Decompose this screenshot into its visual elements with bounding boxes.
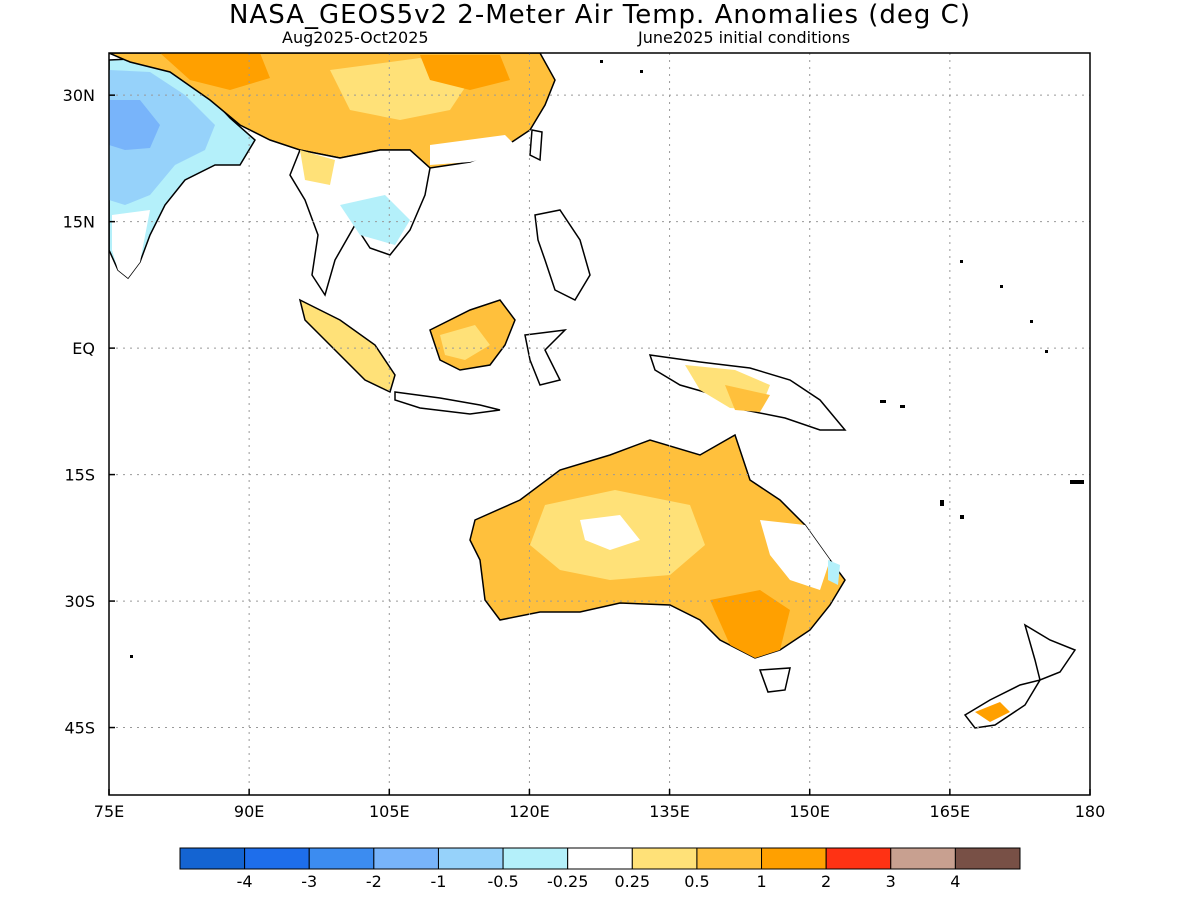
china-hot-spots bbox=[160, 53, 510, 90]
sumatra bbox=[298, 298, 396, 394]
colorbar-swatch bbox=[373, 847, 439, 870]
australia-cool-coast bbox=[828, 560, 840, 585]
colorbar-swatch bbox=[825, 847, 892, 870]
y-tick-label: EQ bbox=[72, 339, 95, 358]
new-zealand-north bbox=[1023, 623, 1077, 682]
colorbar-label: -4 bbox=[237, 872, 253, 891]
colorbar-label: 2 bbox=[821, 872, 831, 891]
y-axis: 30N 15N EQ 15S 30S 45S bbox=[63, 86, 115, 738]
x-tick-label: 180 bbox=[1075, 802, 1106, 821]
india-cold-core bbox=[109, 100, 160, 150]
java bbox=[394, 391, 501, 415]
colorbar-label: -1 bbox=[430, 872, 446, 891]
philippines bbox=[534, 209, 591, 301]
initial-conditions-label: June2025 initial conditions bbox=[638, 28, 851, 47]
tasmania bbox=[758, 667, 791, 693]
y-tick-label: 15S bbox=[64, 466, 95, 485]
colorbar-label: -0.25 bbox=[547, 872, 588, 891]
indochina-warm bbox=[300, 150, 335, 185]
map-title: NASA_GEOS5v2 2-Meter Air Temp. Anomalies… bbox=[229, 0, 971, 30]
x-tick-label: 105E bbox=[369, 802, 410, 821]
colorbar-label: -3 bbox=[301, 872, 317, 891]
valid-period-label: Aug2025-Oct2025 bbox=[282, 28, 429, 47]
x-tick-label: 120E bbox=[509, 802, 550, 821]
x-axis: 75E 90E 105E 120E 135E 150E 165E 180 bbox=[94, 789, 1106, 821]
x-tick-label: 135E bbox=[649, 802, 690, 821]
plot-area bbox=[109, 53, 1090, 795]
grid-lines bbox=[109, 53, 1090, 795]
indochina-cool bbox=[340, 195, 410, 245]
colorbar-label: -0.5 bbox=[487, 872, 518, 891]
colorbar-swatch bbox=[244, 847, 310, 870]
colorbar-swatch bbox=[437, 847, 504, 870]
australia-southeast-hot bbox=[710, 590, 790, 658]
pacific-islands bbox=[130, 60, 1084, 658]
plot-frame bbox=[108, 52, 1091, 796]
colorbar-swatch bbox=[567, 847, 633, 870]
x-tick-label: 75E bbox=[94, 802, 124, 821]
india-south bbox=[112, 210, 150, 278]
x-tick-label: 150E bbox=[789, 802, 830, 821]
new-zealand-warm bbox=[975, 702, 1010, 722]
china-south-white bbox=[430, 135, 520, 165]
colorbar-swatch bbox=[502, 847, 569, 870]
y-tick-label: 45S bbox=[64, 719, 95, 738]
colorbar-swatch bbox=[761, 847, 827, 870]
colorbar-label: 3 bbox=[886, 872, 896, 891]
x-tick-label: 90E bbox=[234, 802, 264, 821]
colorbar-swatch bbox=[308, 847, 375, 870]
colorbar-label: 1 bbox=[756, 872, 766, 891]
colorbar-label: -2 bbox=[366, 872, 382, 891]
sulawesi bbox=[524, 328, 568, 386]
australia-white bbox=[580, 515, 830, 590]
colorbar-label: 0.25 bbox=[614, 872, 650, 891]
colorbar-swatch bbox=[631, 847, 698, 870]
anomaly-fields bbox=[109, 53, 1084, 729]
colorbar-label: 4 bbox=[950, 872, 960, 891]
colorbar-swatch bbox=[179, 847, 246, 870]
borneo-mild bbox=[440, 325, 490, 360]
colorbar-swatch bbox=[890, 847, 956, 870]
x-tick-label: 165E bbox=[930, 802, 971, 821]
y-tick-label: 30S bbox=[64, 592, 95, 611]
colorbar-label: 0.5 bbox=[684, 872, 709, 891]
colorbar: -4 -3 -2 -1 -0.5 -0.25 0.25 0.5 1 2 3 4 bbox=[179, 847, 1021, 891]
y-tick-label: 30N bbox=[63, 86, 95, 105]
colorbar-swatch bbox=[696, 847, 763, 870]
new-guinea-hot bbox=[725, 385, 770, 412]
colorbar-swatch bbox=[954, 847, 1021, 870]
taiwan bbox=[529, 129, 543, 162]
y-tick-label: 15N bbox=[63, 213, 95, 232]
